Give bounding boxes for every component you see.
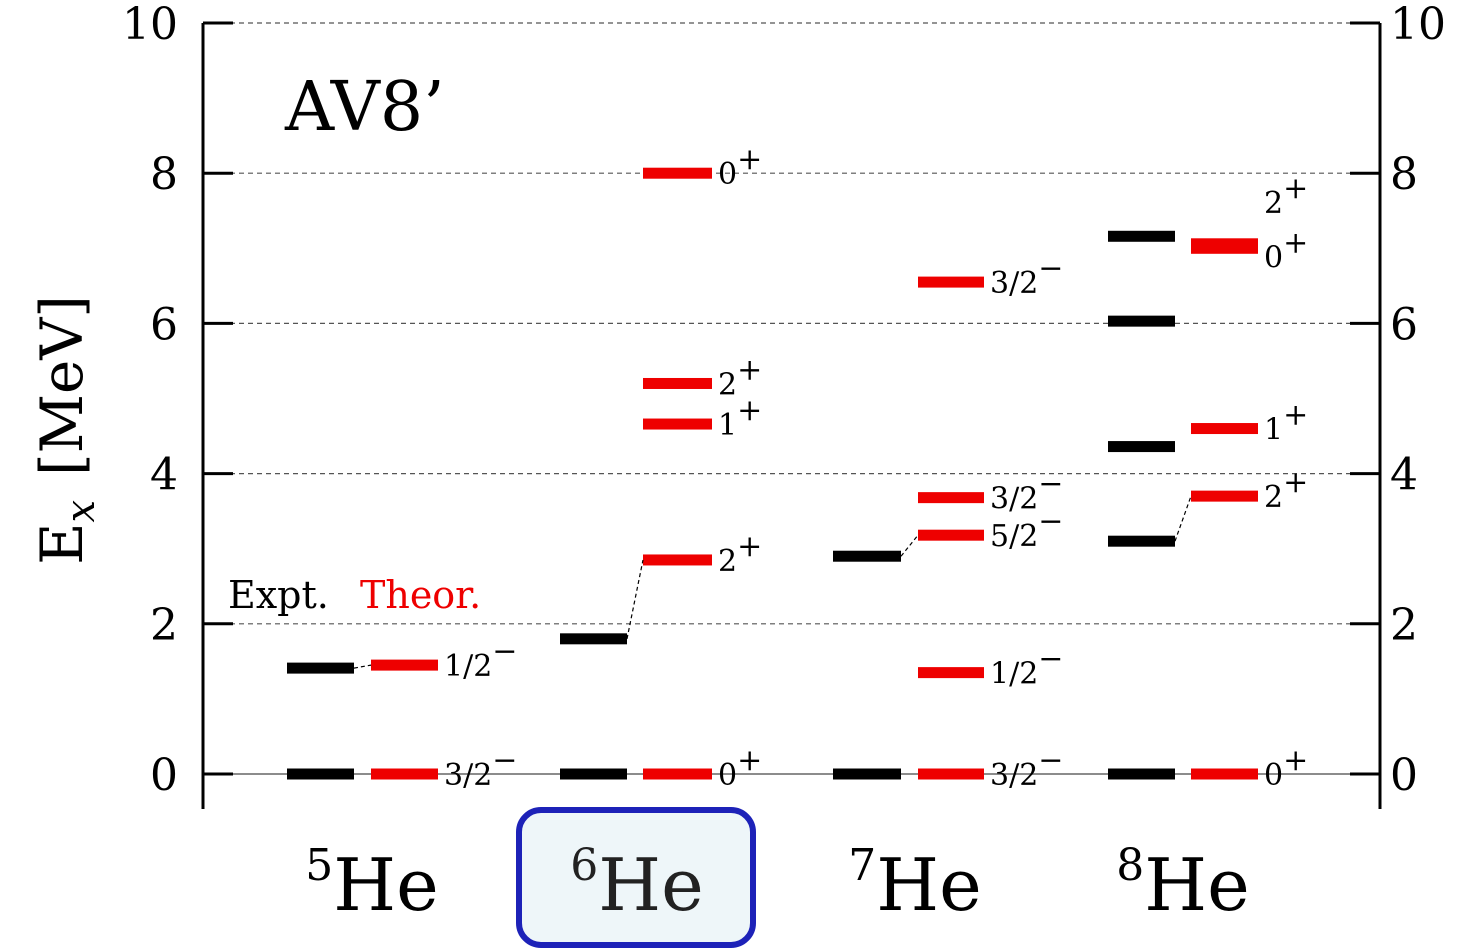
theor-level bbox=[371, 659, 438, 671]
spin-parity-label: 1+ bbox=[1264, 398, 1308, 448]
theor-level bbox=[643, 768, 712, 780]
theor-level bbox=[371, 768, 438, 780]
y-tick-label-left: 0 bbox=[150, 750, 178, 801]
nucleus-label-8He: 8He bbox=[1116, 840, 1249, 927]
expt-level bbox=[287, 768, 354, 780]
nucleus-label-text: 8He bbox=[1116, 840, 1249, 927]
nucleus-label-5He: 5He bbox=[305, 840, 438, 927]
y-tick-label-left: 6 bbox=[150, 299, 178, 350]
expt-level bbox=[1108, 230, 1175, 242]
y-tick-label-left: 8 bbox=[150, 149, 178, 200]
level-connector bbox=[1174, 495, 1192, 542]
spin-parity-label: 2+ bbox=[1264, 465, 1308, 515]
nucleus-label-text: 6He bbox=[570, 840, 703, 927]
y-tick-label-right: 6 bbox=[1390, 299, 1418, 350]
theor-level bbox=[918, 529, 984, 541]
expt-level bbox=[833, 550, 901, 562]
spin-parity-label: 3/2− bbox=[990, 251, 1063, 301]
level-connector bbox=[900, 534, 919, 557]
expt-level bbox=[1108, 315, 1175, 327]
spin-parity-label: 0+ bbox=[1264, 743, 1308, 793]
highlight-box bbox=[516, 807, 756, 948]
legend: Expt. Theor. bbox=[228, 573, 481, 617]
spin-parity-label: 0+ bbox=[718, 743, 762, 793]
y-tick-label-left: 4 bbox=[150, 450, 178, 501]
y-tick-label-right: 2 bbox=[1390, 600, 1418, 651]
expt-level bbox=[1108, 441, 1175, 453]
y-tick-label-left: 2 bbox=[150, 600, 178, 651]
theor-level bbox=[643, 418, 712, 430]
theor-level bbox=[643, 167, 712, 179]
theor-level bbox=[1191, 490, 1258, 502]
y-axis-label-unit: [MeV] bbox=[28, 295, 96, 476]
expt-level bbox=[1108, 768, 1175, 780]
y-axis-label-sub: x bbox=[58, 500, 104, 523]
spin-parity-label: 2+ bbox=[1264, 171, 1308, 221]
spin-parity-label: 3/2− bbox=[444, 743, 517, 793]
svg-text:Ex[MeV]: Ex [MeV] bbox=[28, 295, 104, 565]
y-axis-label: Ex [MeV] bbox=[28, 295, 104, 565]
spin-parity-label: 0+ bbox=[1264, 225, 1308, 275]
expt-level bbox=[833, 768, 901, 780]
level-connector bbox=[353, 664, 372, 669]
plot-frame bbox=[201, 23, 1382, 809]
level-labels: 3/2−1/2−0+2+1+2+0+3/2−1/2−5/2−3/2−3/2−0+… bbox=[444, 142, 1308, 793]
y-tick-label-left: 10 bbox=[122, 0, 178, 50]
spin-parity-label: 1/2− bbox=[990, 642, 1063, 692]
spin-parity-label: 1/2− bbox=[444, 634, 517, 684]
legend-expt-label: Expt. bbox=[228, 573, 329, 617]
spin-parity-label: 2+ bbox=[718, 529, 762, 579]
theor-level bbox=[1191, 238, 1258, 250]
theor-level bbox=[918, 276, 984, 288]
theor-level bbox=[643, 377, 712, 389]
spin-parity-label: 0+ bbox=[718, 142, 762, 192]
level-connector bbox=[626, 559, 644, 639]
nucleus-label-6He: 6He bbox=[516, 807, 756, 948]
theor-level bbox=[918, 768, 984, 780]
y-tick-label-right: 0 bbox=[1390, 750, 1418, 801]
spin-parity-label: 3/2− bbox=[990, 743, 1063, 793]
energy-levels bbox=[287, 167, 1258, 780]
chart-title: AV8’ bbox=[284, 68, 445, 147]
legend-theor-label: Theor. bbox=[360, 573, 481, 617]
y-tick-label-right: 4 bbox=[1390, 450, 1418, 501]
nucleus-labels: 5He 6He 7He 8He bbox=[305, 807, 1250, 948]
expt-level bbox=[1108, 535, 1175, 547]
nucleus-label-7He: 7He bbox=[848, 840, 981, 927]
theor-level bbox=[1191, 423, 1258, 435]
y-tick-label-right: 8 bbox=[1390, 149, 1418, 200]
nucleus-label-text: 5He bbox=[305, 840, 438, 927]
expt-level bbox=[560, 768, 627, 780]
theor-level bbox=[918, 492, 984, 504]
y-tick-label-right: 10 bbox=[1390, 0, 1446, 50]
nucleus-label-text: 7He bbox=[848, 840, 981, 927]
y-axis-ticks: 0 0 2 2 4 4 6 6 8 8 10 10 bbox=[122, 0, 1446, 801]
theor-level bbox=[918, 667, 984, 679]
theor-level bbox=[643, 554, 712, 566]
expt-level bbox=[560, 633, 627, 645]
theor-level bbox=[1191, 768, 1258, 780]
expt-level bbox=[287, 662, 354, 674]
y-axis-label-main: E bbox=[28, 523, 96, 565]
